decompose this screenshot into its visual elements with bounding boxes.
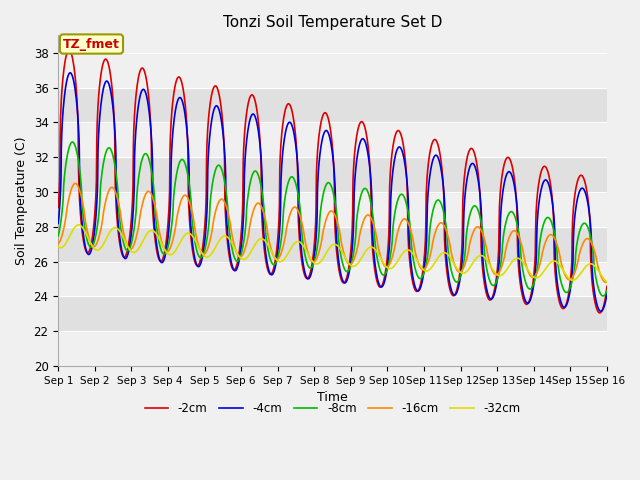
-32cm — [238, 256, 246, 262]
-4cm — [538, 183, 546, 189]
Bar — [58, 157, 607, 192]
Bar — [58, 331, 607, 366]
-4cm — [597, 309, 605, 314]
Line: -4cm: -4cm — [58, 73, 607, 312]
-2cm — [596, 310, 604, 316]
-16cm — [163, 249, 171, 254]
-16cm — [177, 199, 184, 205]
-2cm — [54, 205, 62, 211]
-2cm — [177, 76, 184, 82]
-16cm — [538, 251, 546, 257]
Bar — [58, 122, 607, 157]
-2cm — [65, 48, 73, 53]
Title: Tonzi Soil Temperature Set D: Tonzi Soil Temperature Set D — [223, 15, 442, 30]
-4cm — [490, 293, 497, 299]
Bar — [58, 296, 607, 331]
Y-axis label: Soil Temperature (C): Soil Temperature (C) — [15, 136, 28, 265]
-2cm — [238, 217, 246, 223]
-16cm — [490, 270, 497, 276]
-16cm — [602, 279, 610, 285]
-4cm — [163, 240, 171, 246]
-8cm — [599, 293, 607, 299]
-4cm — [67, 70, 74, 76]
-8cm — [538, 227, 546, 232]
-16cm — [418, 266, 426, 272]
-4cm — [177, 95, 184, 101]
-16cm — [54, 241, 62, 247]
-16cm — [238, 253, 246, 259]
-32cm — [418, 265, 426, 271]
-2cm — [490, 290, 497, 296]
-8cm — [54, 233, 62, 239]
-4cm — [603, 291, 611, 297]
Line: -32cm: -32cm — [58, 225, 607, 282]
Legend: -2cm, -4cm, -8cm, -16cm, -32cm: -2cm, -4cm, -8cm, -16cm, -32cm — [140, 397, 525, 420]
-4cm — [418, 279, 426, 285]
-32cm — [163, 250, 171, 256]
-4cm — [238, 236, 246, 241]
Bar — [58, 87, 607, 122]
-8cm — [490, 283, 497, 288]
-32cm — [54, 244, 62, 250]
Bar — [58, 262, 607, 296]
-2cm — [538, 166, 546, 172]
-32cm — [490, 268, 497, 274]
-8cm — [418, 274, 426, 280]
-32cm — [538, 271, 546, 276]
-8cm — [177, 157, 184, 163]
Line: -8cm: -8cm — [58, 142, 607, 296]
Bar — [58, 53, 607, 87]
X-axis label: Time: Time — [317, 391, 348, 404]
Line: -16cm: -16cm — [58, 183, 607, 282]
-2cm — [418, 274, 426, 279]
-2cm — [603, 284, 611, 289]
-8cm — [163, 246, 171, 252]
Bar — [58, 192, 607, 227]
-8cm — [68, 139, 76, 145]
-32cm — [603, 279, 611, 285]
-2cm — [163, 228, 171, 234]
-8cm — [238, 248, 246, 253]
Line: -2cm: -2cm — [58, 50, 607, 313]
-32cm — [177, 239, 184, 244]
-4cm — [54, 220, 62, 226]
Bar — [58, 227, 607, 262]
-16cm — [603, 279, 611, 285]
-16cm — [72, 180, 79, 186]
Text: TZ_fmet: TZ_fmet — [63, 37, 120, 50]
-32cm — [75, 222, 83, 228]
-8cm — [603, 288, 611, 294]
